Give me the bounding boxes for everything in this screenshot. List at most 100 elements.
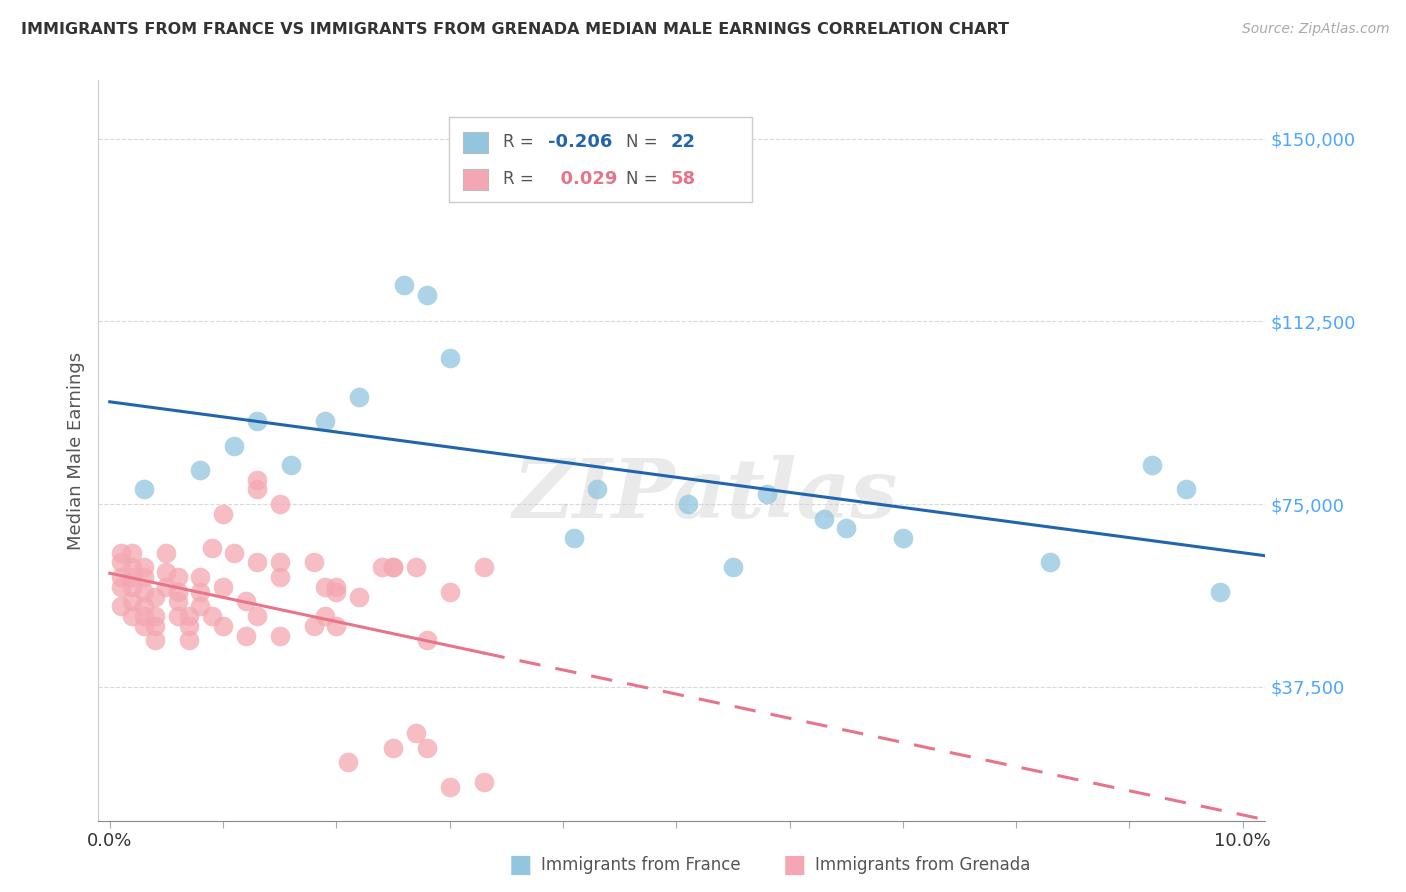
Point <box>246 473 269 487</box>
Point <box>472 774 495 789</box>
Text: 0.029: 0.029 <box>548 170 617 188</box>
Point <box>1140 458 1163 472</box>
Point <box>132 609 155 624</box>
FancyBboxPatch shape <box>449 118 752 202</box>
Point <box>416 633 439 648</box>
Point <box>177 619 200 633</box>
Point <box>235 628 257 642</box>
Point <box>166 594 188 608</box>
Point <box>246 483 269 497</box>
Text: Source: ZipAtlas.com: Source: ZipAtlas.com <box>1241 22 1389 37</box>
Point <box>1175 483 1198 497</box>
Point <box>143 619 166 633</box>
Point <box>110 546 132 560</box>
Text: Immigrants from Grenada: Immigrants from Grenada <box>815 856 1031 874</box>
Point <box>382 740 405 755</box>
Point <box>201 541 224 555</box>
Point <box>336 755 359 769</box>
Point <box>110 570 132 584</box>
Point <box>439 780 461 794</box>
Point <box>166 609 188 624</box>
Point <box>813 511 835 525</box>
Point <box>416 287 439 301</box>
Text: IMMIGRANTS FROM FRANCE VS IMMIGRANTS FROM GRENADA MEDIAN MALE EARNINGS CORRELATI: IMMIGRANTS FROM FRANCE VS IMMIGRANTS FRO… <box>21 22 1010 37</box>
Point <box>314 414 336 428</box>
Text: ZIPatlas: ZIPatlas <box>513 455 898 535</box>
Point <box>121 594 143 608</box>
Point <box>439 584 461 599</box>
Point <box>382 560 405 574</box>
Point <box>143 609 166 624</box>
Point <box>676 497 699 511</box>
Text: N =: N = <box>626 134 662 152</box>
Text: Immigrants from France: Immigrants from France <box>541 856 741 874</box>
Point <box>347 390 370 404</box>
Point <box>472 560 495 574</box>
Point <box>110 580 132 594</box>
Point <box>314 580 336 594</box>
Point <box>235 594 257 608</box>
Point <box>155 546 177 560</box>
Point <box>132 599 155 614</box>
Point <box>325 584 347 599</box>
Point <box>224 546 246 560</box>
Point <box>190 570 212 584</box>
Point <box>110 556 132 570</box>
Point <box>190 584 212 599</box>
Point <box>190 463 212 477</box>
Point <box>382 560 405 574</box>
Point <box>269 497 291 511</box>
Point <box>166 584 188 599</box>
Point <box>347 590 370 604</box>
Point <box>721 560 744 574</box>
FancyBboxPatch shape <box>463 132 488 153</box>
Text: N =: N = <box>626 170 662 188</box>
Point <box>269 556 291 570</box>
Point <box>835 521 858 535</box>
Text: R =: R = <box>503 170 540 188</box>
Point <box>269 628 291 642</box>
Point <box>1209 584 1232 599</box>
Point <box>177 633 200 648</box>
Text: ■: ■ <box>509 854 531 877</box>
Point <box>132 570 155 584</box>
Point <box>212 580 235 594</box>
Point <box>302 619 325 633</box>
Point <box>132 584 155 599</box>
Point <box>246 609 269 624</box>
Point <box>121 580 143 594</box>
Point <box>891 531 914 545</box>
Point <box>110 599 132 614</box>
Text: 58: 58 <box>671 170 696 188</box>
Point <box>132 560 155 574</box>
Point <box>177 609 200 624</box>
Text: R =: R = <box>503 134 540 152</box>
Point <box>212 619 235 633</box>
Point <box>201 609 224 624</box>
Point <box>269 570 291 584</box>
Point <box>121 609 143 624</box>
Point <box>370 560 392 574</box>
Point <box>132 619 155 633</box>
Text: ■: ■ <box>783 854 806 877</box>
Point <box>246 556 269 570</box>
Point <box>143 633 166 648</box>
Y-axis label: Median Male Earnings: Median Male Earnings <box>66 351 84 549</box>
Point <box>314 609 336 624</box>
Text: -0.206: -0.206 <box>548 134 612 152</box>
Point <box>143 590 166 604</box>
Point <box>394 277 416 292</box>
Point <box>439 351 461 365</box>
Point <box>1039 556 1062 570</box>
Point <box>224 439 246 453</box>
Point <box>155 580 177 594</box>
Point <box>121 546 143 560</box>
Point <box>155 566 177 580</box>
Point <box>166 570 188 584</box>
Point <box>325 580 347 594</box>
Point <box>405 726 427 740</box>
Point <box>325 619 347 633</box>
Point <box>280 458 302 472</box>
Point <box>121 570 143 584</box>
Point <box>212 507 235 521</box>
